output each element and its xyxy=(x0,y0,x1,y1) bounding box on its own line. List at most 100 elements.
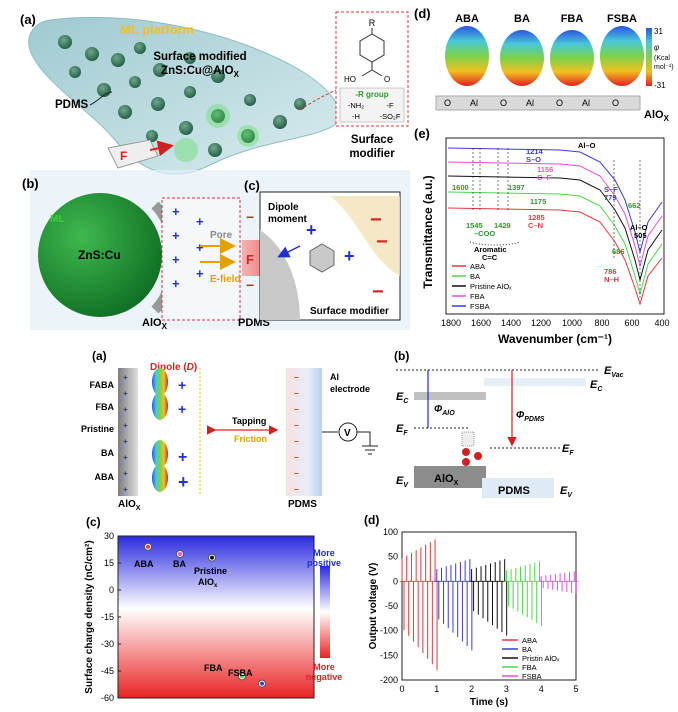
ftir-ylabel: Transmittance (a.u.) xyxy=(421,175,435,288)
svg-text:negative: negative xyxy=(306,672,343,682)
voltage-xticks: 0 1 2 3 4 5 xyxy=(399,684,578,694)
svg-text:+: + xyxy=(123,485,128,494)
ftir-curve-aba xyxy=(447,207,663,306)
charge-label-ba: BA xyxy=(173,559,186,569)
dipole-molecules: + + + + xyxy=(152,368,189,492)
svg-text:+: + xyxy=(344,246,355,266)
charge-ytick-1: 15 xyxy=(104,558,114,568)
svg-text:Al–O: Al–O xyxy=(578,141,596,150)
voltage-traces xyxy=(400,539,579,671)
svg-text:R: R xyxy=(369,18,376,28)
charge-label-fba: FBA xyxy=(204,663,223,673)
svg-text:O: O xyxy=(444,98,451,108)
svg-text:400: 400 xyxy=(654,318,669,328)
svg-text:-31: -31 xyxy=(654,81,666,90)
charge-label-fsba: FSBA xyxy=(228,668,253,678)
voltage-xtick-4: 4 xyxy=(539,684,544,694)
svg-text:+: + xyxy=(123,437,128,446)
ftir-annotations: Al–O 1214 S–O 1156 C–F 1600 1397 1175 15… xyxy=(452,141,648,284)
svg-text:O: O xyxy=(556,98,563,108)
svg-text:More: More xyxy=(313,662,335,672)
ftir-curve-pristine xyxy=(447,175,663,282)
positivity-colorbar xyxy=(320,566,330,658)
svg-text:Al–O: Al–O xyxy=(630,223,648,232)
svg-text:+: + xyxy=(306,220,317,240)
svg-text:+: + xyxy=(178,472,189,492)
charge-point-labels: ABA BA Pristine AlOx FBA FSBA xyxy=(134,559,253,678)
panel-label-mid-a: (a) xyxy=(92,349,107,363)
svg-text:EF: EF xyxy=(562,443,574,457)
charge-point-3 xyxy=(240,674,244,679)
panel-label-top-c: (c) xyxy=(244,178,260,193)
svg-text:+: + xyxy=(123,405,128,414)
electron-2 xyxy=(474,452,482,460)
svg-text:Al: Al xyxy=(526,98,534,108)
surface-modifier-label: Surface xyxy=(351,134,393,146)
svg-text:S–F: S–F xyxy=(604,185,618,194)
friction-label: Friction xyxy=(234,434,267,444)
panel-label-top-a: (a) xyxy=(20,12,36,27)
svg-text:EC: EC xyxy=(396,391,409,405)
panel-bot-c: (c) Surface charge density (nC/cm²) 30 15… xyxy=(84,515,342,703)
ftir-xticks: 1800 1600 1400 1200 1000 800 600 400 xyxy=(441,318,670,328)
panel-label-bot-d: (d) xyxy=(364,513,379,527)
alox-valence-block xyxy=(414,466,486,488)
charge-plot-background xyxy=(118,536,314,698)
voltage-ytick-2: 0 xyxy=(393,576,398,586)
molecule-label-fsba: FSBA xyxy=(607,13,637,25)
pdms-label-mid: PDMS xyxy=(288,499,317,510)
svg-text:mol⁻¹): mol⁻¹) xyxy=(654,64,674,71)
ftir-curve-fba xyxy=(447,161,663,268)
force-label-b: F xyxy=(246,252,254,267)
ftir-legend: ABA BA Pristine AlOₓ FBA FSBA xyxy=(452,262,512,311)
svg-text:1600: 1600 xyxy=(452,183,469,192)
svg-text:FABA: FABA xyxy=(90,380,115,390)
molecule-label-fba: FBA xyxy=(561,13,584,25)
voltage-ytick-1: 50 xyxy=(388,552,398,562)
svg-text:-F: -F xyxy=(386,101,393,110)
svg-text:+: + xyxy=(172,252,180,267)
svg-text:1429: 1429 xyxy=(494,221,511,230)
pdms-label-a: PDMS xyxy=(55,99,89,111)
svg-text:779: 779 xyxy=(604,193,617,202)
pdms-label-band: PDMS xyxy=(498,485,530,497)
voltage-xtick-3: 3 xyxy=(504,684,509,694)
svg-text:C=C: C=C xyxy=(482,253,498,262)
svg-text:S–O: S–O xyxy=(526,155,541,164)
svg-text:+: + xyxy=(123,389,128,398)
electron-1 xyxy=(462,448,470,456)
svg-text:ABA: ABA xyxy=(470,262,485,271)
electrode-label: Al xyxy=(330,372,339,382)
svg-text:BA: BA xyxy=(470,272,480,281)
alox-label-b: AlOX xyxy=(142,317,168,331)
glow-particles xyxy=(174,104,259,162)
svg-text:–COO: –COO xyxy=(474,229,495,238)
svg-text:800: 800 xyxy=(594,318,609,328)
svg-text:31: 31 xyxy=(654,27,663,36)
svg-text:+: + xyxy=(172,204,180,219)
charge-ylabel: Surface charge density (nC/cm²) xyxy=(84,540,95,693)
ftir-xlabel: Wavenumber (cm⁻¹) xyxy=(498,332,612,346)
charge-ytick-5: -45 xyxy=(101,666,114,676)
svg-text:−: − xyxy=(294,421,299,430)
voltage-plot-frame xyxy=(401,531,577,681)
svg-text:−: − xyxy=(294,437,299,446)
svg-text:+: + xyxy=(123,453,128,462)
ftir-curves xyxy=(447,147,663,306)
svg-text:HO: HO xyxy=(344,75,356,84)
svg-text:1214: 1214 xyxy=(526,147,544,156)
charge-ytick-3: -15 xyxy=(101,612,114,622)
voltage-ytick-0: 100 xyxy=(383,527,398,537)
surface-modifier-c-label: Surface modifier xyxy=(310,306,389,317)
ftir-plot-frame xyxy=(445,137,665,315)
svg-text:+: + xyxy=(172,228,180,243)
voltage-legend-label-4: FSBA xyxy=(522,672,542,681)
svg-text:FSBA: FSBA xyxy=(470,302,490,311)
svg-text:+: + xyxy=(123,373,128,382)
panel-mid-a: (a) Dipole (D) + + + + + + + + FABA FBA Pristi… xyxy=(81,349,378,512)
svg-text:O: O xyxy=(384,75,390,84)
panel-label-top-e: (e) xyxy=(414,126,430,141)
surface-modifier-label-2: modifier xyxy=(349,148,395,160)
svg-text:Al: Al xyxy=(582,98,590,108)
